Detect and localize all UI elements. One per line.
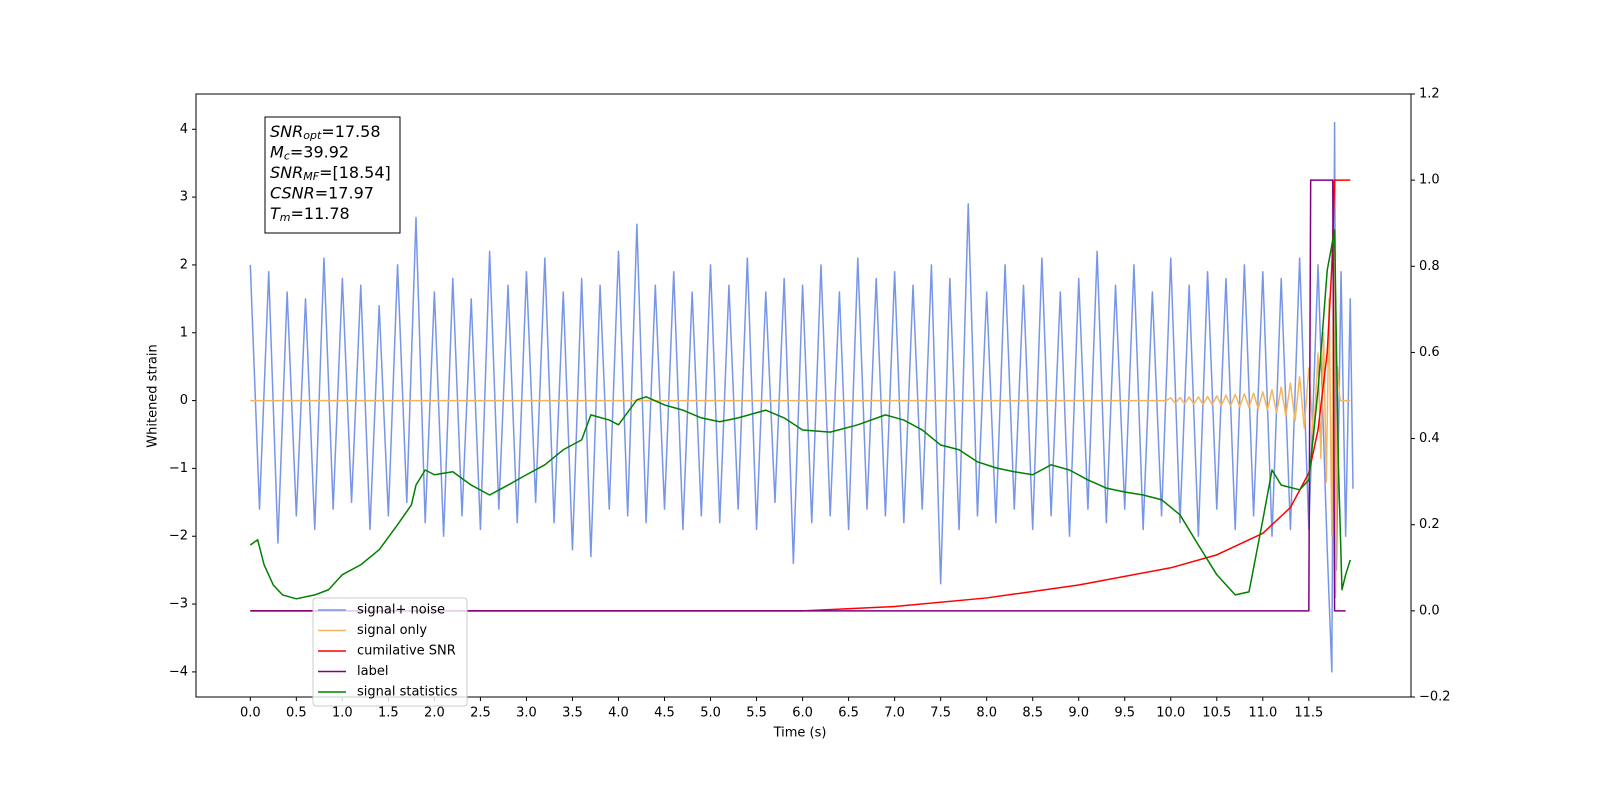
y2-tick-label: 1.2 bbox=[1419, 87, 1440, 102]
x-tick-label: 2.5 bbox=[470, 706, 491, 721]
y-tick-label: −2 bbox=[169, 529, 188, 544]
annotation: Mc=39.92 bbox=[270, 142, 349, 163]
annotation-subscript: MF bbox=[303, 170, 319, 183]
x-tick-label: 5.5 bbox=[746, 706, 767, 721]
annotation-value: =[18.54] bbox=[319, 163, 391, 182]
y2-tick-label: 0.6 bbox=[1419, 345, 1440, 360]
y2-tick-label: 0.2 bbox=[1419, 517, 1440, 532]
x-tick-label: 3.5 bbox=[562, 706, 583, 721]
annotation-value: =17.58 bbox=[321, 122, 380, 141]
legend: signal+ noise signal only cumilative SNR la… bbox=[312, 597, 468, 707]
y2-tick-label: 0.8 bbox=[1419, 259, 1440, 274]
legend-label: cumilative SNR bbox=[357, 644, 456, 659]
annotation-symbol: CSNR bbox=[270, 183, 315, 202]
annotation-value: =17.97 bbox=[315, 183, 374, 202]
annotation-frame bbox=[264, 116, 401, 234]
y-tick-label: −3 bbox=[169, 597, 188, 612]
y-tick-label: 0 bbox=[180, 393, 188, 408]
series-line bbox=[250, 230, 1351, 599]
x-tick-label: 11.0 bbox=[1248, 706, 1277, 721]
x-tick-label: 0.0 bbox=[240, 706, 261, 721]
y-tick-label: −1 bbox=[169, 461, 188, 476]
annotation-value: =11.78 bbox=[291, 204, 350, 223]
annotation-symbol: T bbox=[270, 204, 281, 223]
x-tick-label: 10.5 bbox=[1202, 706, 1231, 721]
annotation-subscript: c bbox=[284, 150, 290, 163]
legend-frame bbox=[312, 597, 468, 707]
legend-label: signal only bbox=[357, 623, 427, 638]
annotation-symbol: M bbox=[270, 142, 284, 161]
axes-frame bbox=[195, 93, 1412, 698]
x-tick-label: 3.0 bbox=[516, 706, 537, 721]
x-tick-label: 11.5 bbox=[1294, 706, 1323, 721]
annotation: CSNR=17.97 bbox=[270, 183, 374, 202]
annotation-symbol: SNR bbox=[270, 122, 303, 141]
y-tick-label: 2 bbox=[180, 257, 188, 272]
x-tick-label: 0.5 bbox=[286, 706, 307, 721]
y2-tick-label: −0.2 bbox=[1419, 690, 1451, 705]
x-tick-label: 1.0 bbox=[332, 706, 353, 721]
x-tick-label: 6.0 bbox=[792, 706, 813, 721]
x-axis-label: Time (s) bbox=[773, 726, 827, 741]
y-tick-label: −4 bbox=[169, 664, 188, 679]
series-line bbox=[250, 179, 1351, 612]
x-tick-label: 10.0 bbox=[1156, 706, 1185, 721]
plot-area bbox=[249, 121, 1354, 673]
annotation: SNRMF=[18.54] bbox=[270, 163, 391, 184]
annotation: Tm=11.78 bbox=[270, 204, 350, 225]
x-tick-label: 9.5 bbox=[1114, 706, 1135, 721]
x-tick-label: 9.0 bbox=[1068, 706, 1089, 721]
annotation-subscript: m bbox=[280, 211, 291, 224]
x-tick-label: 6.5 bbox=[838, 706, 859, 721]
y-axis-label: Whitened strain bbox=[146, 344, 161, 447]
x-tick-label: 5.0 bbox=[700, 706, 721, 721]
x-tick-label: 8.5 bbox=[1022, 706, 1043, 721]
x-tick-label: 8.0 bbox=[976, 706, 997, 721]
annotation-value: =39.92 bbox=[290, 142, 349, 161]
legend-label: signal statistics bbox=[357, 685, 458, 700]
series-line bbox=[250, 179, 1346, 612]
legend-label: label bbox=[357, 664, 388, 679]
overlay: 0.0 0.5 1.0 1.5 2.0 2.5 3.0 3.5 4.0 4.5 5.0 5.5 6.0 6… bbox=[169, 87, 1451, 721]
y2-tick-label: 1.0 bbox=[1419, 173, 1440, 188]
annotation-subscript: opt bbox=[303, 129, 322, 142]
y-tick-label: 1 bbox=[180, 325, 188, 340]
x-tick-label: 7.0 bbox=[884, 706, 905, 721]
x-tick-label: 4.5 bbox=[654, 706, 675, 721]
y-tick-label: 4 bbox=[180, 122, 188, 137]
x-tick-label: 1.5 bbox=[378, 706, 399, 721]
legend-label: signal+ noise bbox=[357, 603, 445, 618]
annotation-box: SNRopt=17.58Mc=39.92SNRMF=[18.54]CSNR=17… bbox=[264, 116, 401, 234]
y-tick-label: 3 bbox=[180, 190, 188, 205]
series-line bbox=[249, 229, 1351, 600]
annotation: SNRopt=17.58 bbox=[270, 122, 381, 143]
y2-tick-label: 0.4 bbox=[1419, 431, 1440, 446]
x-tick-label: 7.5 bbox=[930, 706, 951, 721]
x-tick-label: 2.0 bbox=[424, 706, 445, 721]
series-line bbox=[249, 121, 1354, 673]
y2-tick-label: 0.0 bbox=[1419, 603, 1440, 618]
x-tick-label: 4.0 bbox=[608, 706, 629, 721]
annotation-symbol: SNR bbox=[270, 163, 303, 182]
